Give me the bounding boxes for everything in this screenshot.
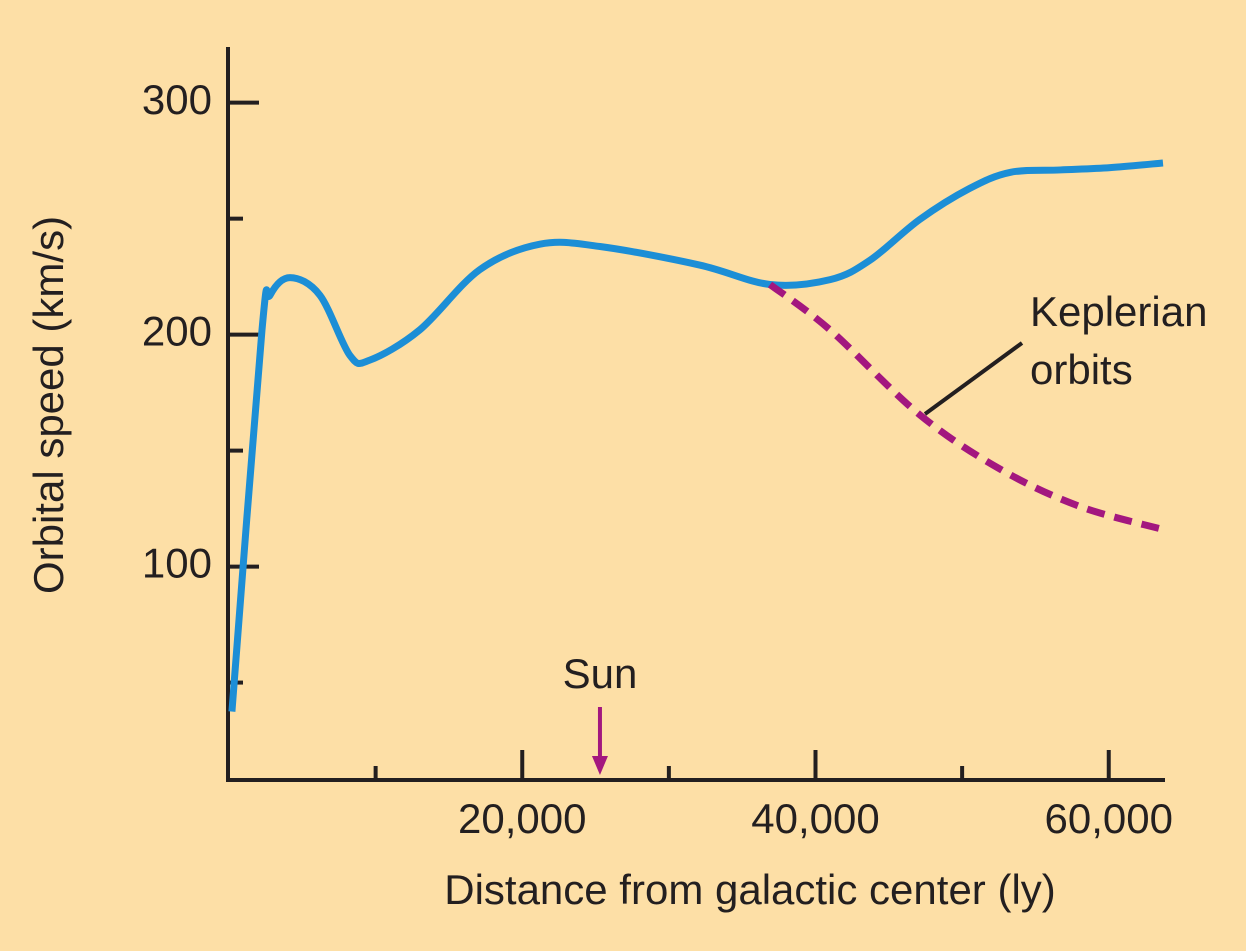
series-line xyxy=(228,159,1164,712)
annotation: Sun xyxy=(563,650,638,697)
annotation: orbits xyxy=(1030,346,1133,393)
x-axis-title: Distance from galactic center (ly) xyxy=(444,866,1056,913)
y-tick-label: 200 xyxy=(142,308,212,355)
y-tick-label: 100 xyxy=(142,540,212,587)
annotation: Keplerian xyxy=(1030,288,1207,335)
y-axis-title: Orbital speed (km/s) xyxy=(25,216,72,594)
x-tick-label: 40,000 xyxy=(751,795,879,842)
y-tick-label: 300 xyxy=(142,76,212,123)
x-tick-label: 60,000 xyxy=(1045,795,1173,842)
annotation-arrowhead xyxy=(591,756,608,775)
x-tick-label: 20,000 xyxy=(458,795,586,842)
annotation-connector xyxy=(923,341,1024,416)
